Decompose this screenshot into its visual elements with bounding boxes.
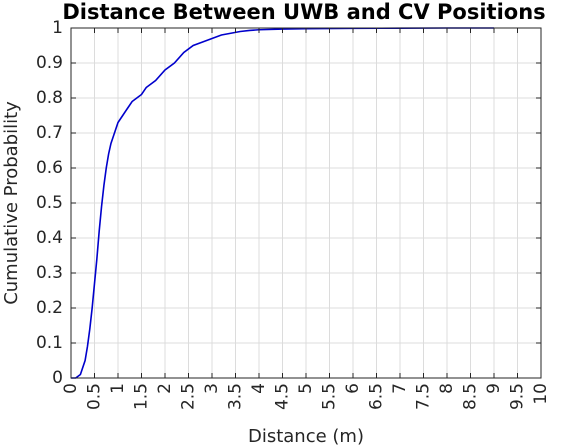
y-tick-label: 0.2	[36, 298, 63, 318]
cdf-series-line	[71, 27, 494, 379]
x-tick-label: 6.5	[367, 383, 387, 410]
x-tick-label: 7.5	[414, 383, 434, 410]
x-tick-label: 2.5	[179, 383, 199, 410]
y-tick-label: 0.5	[36, 193, 63, 213]
x-tick-label: 2	[155, 383, 175, 394]
x-tick-label: 1.5	[132, 383, 152, 410]
x-tick-label: 1	[108, 383, 128, 394]
series-layer	[71, 27, 494, 379]
x-axis-label: Distance (m)	[248, 426, 364, 447]
y-tick-label: 1	[52, 18, 63, 38]
y-tick-label: 0.6	[36, 158, 63, 178]
x-tick-label: 3	[202, 383, 222, 394]
x-tick-label: 9	[484, 383, 504, 394]
x-tick-label: 0.5	[85, 383, 105, 410]
x-tick-label: 7	[390, 383, 410, 394]
x-tick-label: 9.5	[508, 383, 528, 410]
x-tick-label: 8.5	[461, 383, 481, 410]
x-tick-label: 10	[531, 383, 551, 405]
x-tick-label: 4.5	[273, 383, 293, 410]
x-tick-label: 5	[296, 383, 316, 394]
ticks: 0 0.5 1 1.5 2 2.5 3 3.5 4 4.5 5 5.5 6 6.5 7 7.5 8 8.5 9 9.5…	[36, 18, 551, 410]
y-tick-label: 0.9	[36, 53, 63, 73]
y-tick-label: 0.4	[36, 228, 63, 248]
y-tick-label: 0.8	[36, 88, 63, 108]
grid	[70, 27, 542, 379]
y-tick-label: 0	[52, 368, 63, 388]
x-tick-label: 4	[249, 383, 269, 394]
x-tick-label: 6	[343, 383, 363, 394]
y-tick-label: 0.3	[36, 263, 63, 283]
x-tick-label: 3.5	[226, 383, 246, 410]
x-tick-label: 8	[437, 383, 457, 394]
y-tick-label: 0.1	[36, 333, 63, 353]
x-tick-label: 0	[61, 383, 81, 394]
chart-title: Distance Between UWB and CV Positions	[62, 0, 545, 24]
y-tick-label: 0.7	[36, 123, 63, 143]
x-tick-label: 5.5	[320, 383, 340, 410]
y-axis-label: Cumulative Probability	[1, 101, 22, 305]
